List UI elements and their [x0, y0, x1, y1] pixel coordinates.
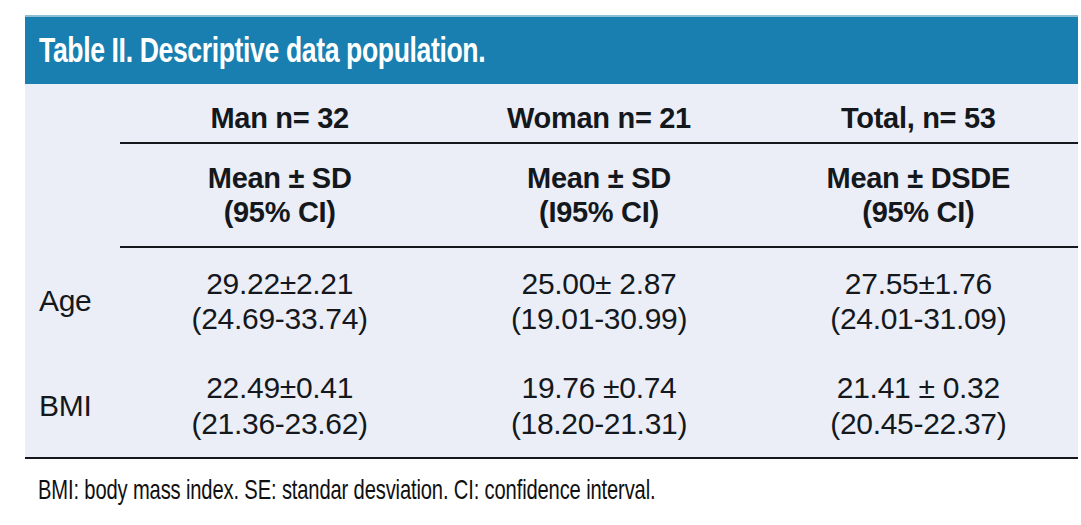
bmi-total-value: 21.41 ± 0.32 (20.45-22.37): [759, 354, 1078, 457]
age-woman-value: 25.00± 2.87 (19.01-30.99): [439, 248, 758, 354]
corner-cell-sub: [25, 144, 120, 248]
bmi-woman-value: 19.76 ±0.74 (18.20-21.31): [439, 354, 758, 457]
column-header-woman: Woman n= 21: [439, 84, 758, 144]
column-header-total: Total, n= 53: [759, 84, 1078, 144]
table-figure: Table II. Descriptive data population. M…: [25, 15, 1078, 506]
column-header-man: Man n= 32: [120, 84, 439, 144]
page: Table II. Descriptive data population. M…: [0, 0, 1081, 525]
age-total-value: 27.55±1.76 (24.01-31.09): [759, 248, 1078, 354]
subheader-total: Mean ± DSDE (95% CI): [759, 144, 1078, 248]
table-title: Table II. Descriptive data population.: [39, 30, 485, 70]
corner-cell-top: [25, 84, 120, 144]
row-label-age: Age: [25, 248, 120, 354]
age-man-value: 29.22±2.21 (24.69-33.74): [120, 248, 439, 354]
subheader-man: Mean ± SD (95% CI): [120, 144, 439, 248]
table-title-bar: Table II. Descriptive data population.: [25, 15, 1078, 84]
table-footnote: BMI: body mass index. SE: standar desvia…: [38, 474, 787, 506]
bmi-man-value: 22.49±0.41 (21.36-23.62): [120, 354, 439, 457]
row-label-bmi: BMI: [25, 354, 120, 457]
subheader-woman: Mean ± SD (I95% CI): [439, 144, 758, 248]
table-grid: Man n= 32 Woman n= 21 Total, n= 53 Mean …: [25, 84, 1078, 459]
